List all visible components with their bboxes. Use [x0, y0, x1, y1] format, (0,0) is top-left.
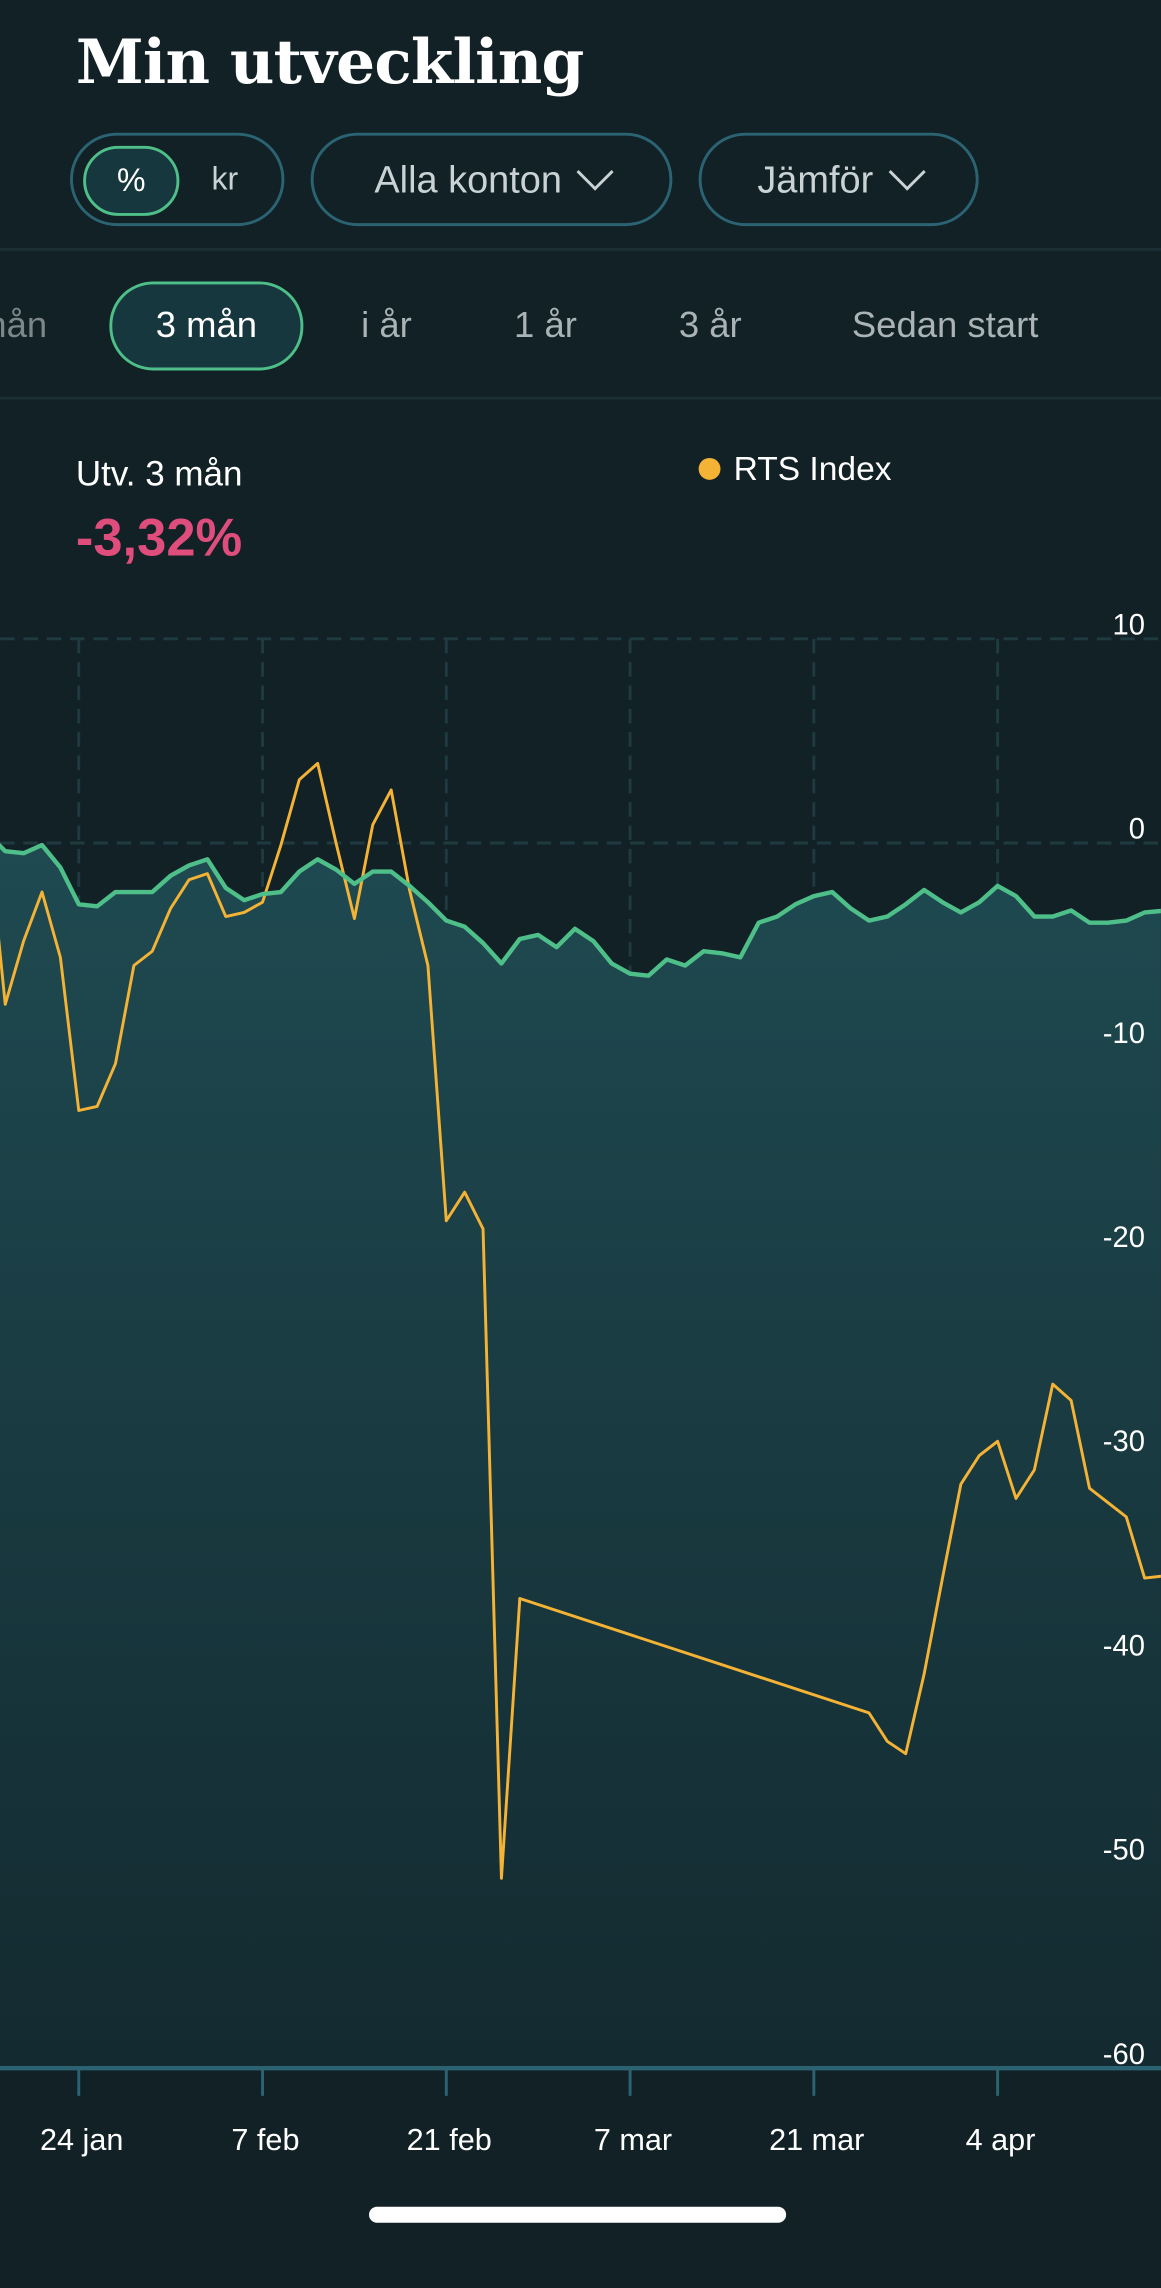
- y-tick-label: -50: [1103, 1835, 1145, 1867]
- divider: [0, 396, 1161, 400]
- tab-3-ar[interactable]: 3 år: [678, 304, 742, 345]
- unit-option-percent[interactable]: %: [83, 145, 180, 216]
- y-tick-label: -20: [1103, 1222, 1145, 1254]
- rts-index-line: [0, 761, 1161, 1880]
- tab-3-man[interactable]: 3 mån: [109, 281, 304, 371]
- legend-label: RTS Index: [733, 449, 892, 488]
- portfolio-line: [0, 842, 1161, 978]
- x-tick-label: 7 feb: [231, 2123, 299, 2157]
- compare-dropdown[interactable]: Jämför: [698, 132, 979, 227]
- accounts-dropdown[interactable]: Alla konton: [310, 132, 673, 227]
- divider: [0, 247, 1161, 251]
- x-tick-label: 4 apr: [966, 2123, 1036, 2157]
- chart-legend: RTS Index: [698, 449, 892, 488]
- y-tick-label: 0: [1129, 814, 1145, 846]
- summary-label: Utv. 3 mån: [75, 455, 243, 495]
- accounts-dropdown-label: Alla konton: [374, 156, 563, 201]
- x-tick-label: 7 mar: [594, 2123, 672, 2157]
- legend-dot-icon: [698, 457, 721, 480]
- unit-toggle[interactable]: % kr: [70, 132, 285, 227]
- home-indicator[interactable]: [369, 2206, 787, 2223]
- y-tick-label: -10: [1103, 1018, 1145, 1050]
- x-tick-label: 24 jan: [40, 2123, 123, 2157]
- unit-option-kr[interactable]: kr: [211, 160, 239, 197]
- y-tick-label: -30: [1103, 1426, 1145, 1458]
- y-tick-label: 10: [1112, 609, 1144, 641]
- y-tick-label: -60: [1103, 2039, 1145, 2071]
- tab-1-ar[interactable]: 1 år: [514, 304, 577, 345]
- summary-value: -3,32%: [75, 507, 243, 568]
- page-title: Min utveckling: [75, 26, 585, 98]
- x-tick-label: 21 feb: [407, 2123, 492, 2157]
- tab-i-ar[interactable]: i år: [361, 304, 412, 345]
- portfolio-area-fill: [0, 845, 1161, 2069]
- x-tick-label: 21 mar: [769, 2123, 864, 2157]
- compare-dropdown-label: Jämför: [757, 156, 874, 201]
- tab-sedan-start[interactable]: Sedan start: [851, 304, 1039, 345]
- tab-1-man[interactable]: mån: [0, 304, 48, 345]
- y-tick-label: -40: [1103, 1630, 1145, 1662]
